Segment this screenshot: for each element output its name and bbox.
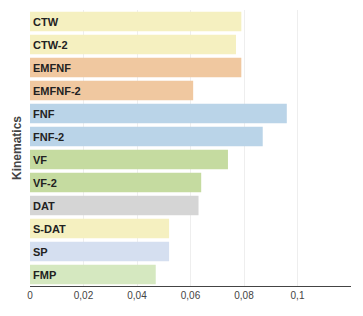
- svg-text:SP: SP: [33, 246, 48, 258]
- svg-text:0,1: 0,1: [291, 290, 305, 301]
- svg-text:FNF: FNF: [33, 108, 55, 120]
- svg-text:CTW-2: CTW-2: [33, 39, 68, 51]
- svg-text:0,04: 0,04: [127, 290, 147, 301]
- svg-text:CTW: CTW: [33, 16, 59, 28]
- svg-text:0,08: 0,08: [234, 290, 254, 301]
- svg-text:FMP: FMP: [33, 269, 56, 281]
- svg-text:Kinematics: Kinematics: [10, 116, 24, 180]
- svg-text:0,06: 0,06: [181, 290, 201, 301]
- svg-text:FNF-2: FNF-2: [33, 131, 64, 143]
- svg-text:EMFNF: EMFNF: [33, 62, 71, 74]
- svg-text:EMFNF-2: EMFNF-2: [33, 85, 81, 97]
- svg-text:VF: VF: [33, 154, 47, 166]
- svg-text:DAT: DAT: [33, 200, 55, 212]
- svg-text:0: 0: [27, 290, 33, 301]
- svg-text:VF-2: VF-2: [33, 177, 57, 189]
- svg-text:S-DAT: S-DAT: [33, 223, 66, 235]
- svg-text:0,02: 0,02: [74, 290, 94, 301]
